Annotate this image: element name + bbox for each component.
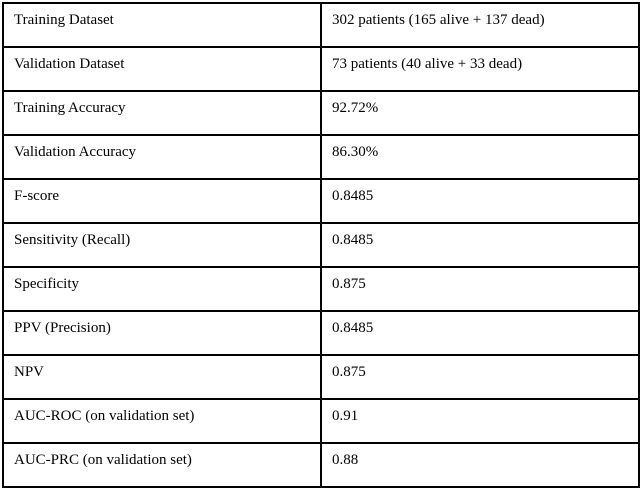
table-row: Training Accuracy 92.72% <box>2 90 640 136</box>
table-row: Validation Accuracy 86.30% <box>2 134 640 180</box>
metric-value-sensitivity: 0.8485 <box>320 222 640 268</box>
metric-value-training-accuracy: 92.72% <box>320 90 640 136</box>
metric-label-training-dataset: Training Dataset <box>2 2 322 48</box>
metric-value-ppv: 0.8485 <box>320 310 640 356</box>
table-row: NPV 0.875 <box>2 354 640 400</box>
table-row: AUC-ROC (on validation set) 0.91 <box>2 398 640 444</box>
metric-value-validation-accuracy: 86.30% <box>320 134 640 180</box>
table-row: Training Dataset 302 patients (165 alive… <box>2 2 640 48</box>
table-row: Specificity 0.875 <box>2 266 640 312</box>
metric-label-specificity: Specificity <box>2 266 322 312</box>
table-row: PPV (Precision) 0.8485 <box>2 310 640 356</box>
table-row: Sensitivity (Recall) 0.8485 <box>2 222 640 268</box>
metric-label-validation-accuracy: Validation Accuracy <box>2 134 322 180</box>
metric-label-training-accuracy: Training Accuracy <box>2 90 322 136</box>
metric-label-auc-prc: AUC-PRC (on validation set) <box>2 442 322 488</box>
table-row: F-score 0.8485 <box>2 178 640 224</box>
metric-label-npv: NPV <box>2 354 322 400</box>
metric-value-training-dataset: 302 patients (165 alive + 137 dead) <box>320 2 640 48</box>
metric-label-f-score: F-score <box>2 178 322 224</box>
metric-label-ppv: PPV (Precision) <box>2 310 322 356</box>
metric-label-auc-roc: AUC-ROC (on validation set) <box>2 398 322 444</box>
metric-label-validation-dataset: Validation Dataset <box>2 46 322 92</box>
metric-value-validation-dataset: 73 patients (40 alive + 33 dead) <box>320 46 640 92</box>
metric-value-auc-roc: 0.91 <box>320 398 640 444</box>
metric-value-auc-prc: 0.88 <box>320 442 640 488</box>
table-row: AUC-PRC (on validation set) 0.88 <box>2 442 640 488</box>
metric-value-specificity: 0.875 <box>320 266 640 312</box>
metric-value-f-score: 0.8485 <box>320 178 640 224</box>
metric-value-npv: 0.875 <box>320 354 640 400</box>
table-row: Validation Dataset 73 patients (40 alive… <box>2 46 640 92</box>
metric-label-sensitivity: Sensitivity (Recall) <box>2 222 322 268</box>
